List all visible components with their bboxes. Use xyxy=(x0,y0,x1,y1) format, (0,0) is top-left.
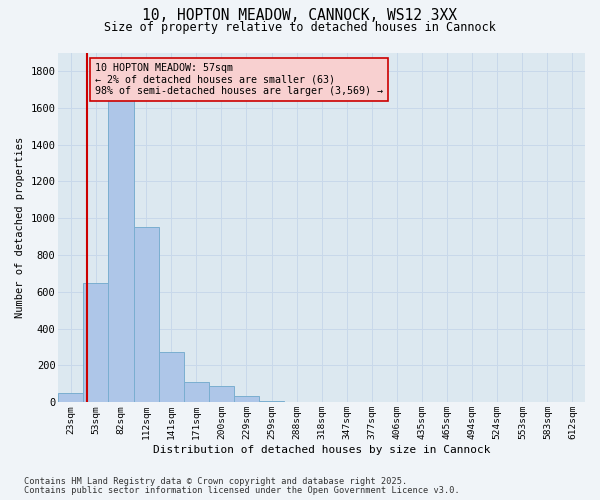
Bar xyxy=(158,352,184,402)
Text: 10 HOPTON MEADOW: 57sqm
← 2% of detached houses are smaller (63)
98% of semi-det: 10 HOPTON MEADOW: 57sqm ← 2% of detached… xyxy=(95,63,383,96)
Bar xyxy=(83,282,109,402)
Y-axis label: Number of detached properties: Number of detached properties xyxy=(15,136,25,318)
Bar xyxy=(234,396,259,402)
Text: Contains HM Land Registry data © Crown copyright and database right 2025.: Contains HM Land Registry data © Crown c… xyxy=(24,477,407,486)
Bar xyxy=(58,393,83,402)
Text: Contains public sector information licensed under the Open Government Licence v3: Contains public sector information licen… xyxy=(24,486,460,495)
Bar xyxy=(134,228,158,402)
Text: 10, HOPTON MEADOW, CANNOCK, WS12 3XX: 10, HOPTON MEADOW, CANNOCK, WS12 3XX xyxy=(143,8,458,22)
Bar xyxy=(109,93,134,402)
Bar xyxy=(209,386,234,402)
Text: Size of property relative to detached houses in Cannock: Size of property relative to detached ho… xyxy=(104,21,496,34)
Bar xyxy=(259,401,284,402)
X-axis label: Distribution of detached houses by size in Cannock: Distribution of detached houses by size … xyxy=(153,445,490,455)
Bar xyxy=(184,382,209,402)
